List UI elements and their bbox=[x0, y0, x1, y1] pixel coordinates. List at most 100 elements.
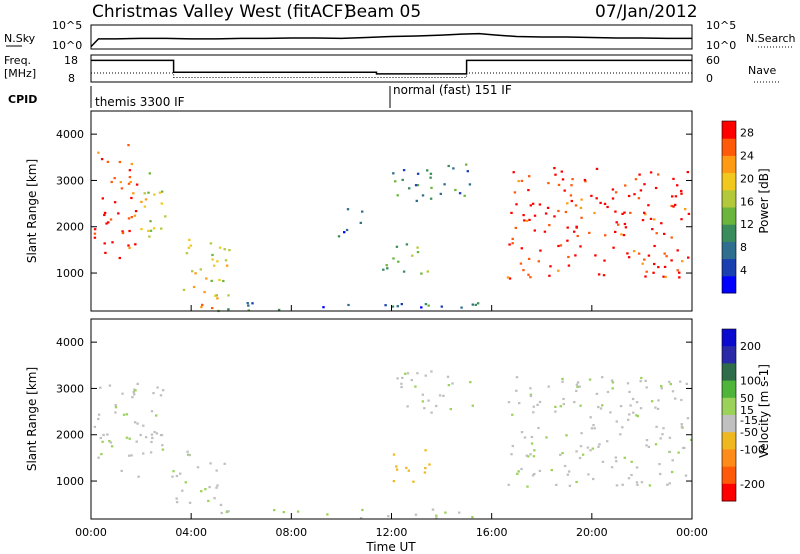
data-cell-5 bbox=[589, 416, 592, 419]
power-data-layer bbox=[93, 144, 691, 313]
data-cell-0 bbox=[101, 440, 104, 443]
nave-tick-top: 60 bbox=[706, 54, 720, 67]
data-cell-5 bbox=[561, 377, 564, 380]
data-cell-5 bbox=[581, 453, 585, 456]
data-cell-5 bbox=[576, 385, 579, 388]
data-cell-8 bbox=[511, 237, 514, 240]
data-cell-8 bbox=[643, 258, 646, 261]
colorbar-swatch bbox=[722, 346, 736, 364]
data-cell-5 bbox=[533, 472, 536, 476]
velocity-panel: 1000 2000 3000 4000 Slant Range [km] 200 100… bbox=[25, 305, 771, 554]
data-cell-5 bbox=[636, 415, 639, 418]
data-cell-8 bbox=[647, 204, 650, 207]
freq-tick-bottom: 8 bbox=[68, 72, 75, 85]
data-cell-3 bbox=[201, 303, 204, 306]
data-cell-5 bbox=[611, 381, 615, 384]
data-cell-1 bbox=[207, 499, 210, 503]
data-cell-8 bbox=[574, 204, 578, 207]
noise-tick-right-bottom: 10^0 bbox=[706, 39, 736, 52]
data-cell-8 bbox=[553, 215, 556, 218]
data-cell-7 bbox=[408, 187, 411, 190]
data-cell-8 bbox=[654, 186, 658, 190]
data-cell-8 bbox=[680, 218, 683, 221]
data-cell-3 bbox=[216, 297, 219, 300]
power-colorbar: 4 8 12 16 20 24 28 bbox=[721, 120, 754, 294]
data-cell-5 bbox=[518, 402, 521, 405]
data-cell-0 bbox=[162, 389, 165, 392]
data-cell-8 bbox=[633, 193, 636, 196]
data-cell-5 bbox=[659, 437, 662, 440]
data-cell-0 bbox=[121, 230, 124, 233]
data-cell-5 bbox=[635, 466, 639, 469]
data-cell-5 bbox=[601, 460, 605, 463]
data-cell-5 bbox=[566, 473, 569, 476]
data-cell-8 bbox=[672, 205, 675, 208]
data-cell-7 bbox=[465, 163, 468, 166]
data-cell-5 bbox=[660, 385, 663, 388]
data-cell-0 bbox=[100, 158, 104, 161]
data-cell-5 bbox=[575, 450, 578, 453]
data-cell-0 bbox=[102, 433, 105, 437]
data-cell-5 bbox=[661, 433, 664, 436]
data-cell-1 bbox=[186, 450, 189, 453]
data-cell-1 bbox=[148, 172, 151, 175]
data-cell-5 bbox=[658, 463, 661, 466]
data-cell-8 bbox=[663, 265, 667, 268]
cpid-mode-1: themis 3300 IF bbox=[95, 95, 185, 109]
data-cell-8 bbox=[517, 180, 520, 183]
data-cell-4 bbox=[322, 306, 325, 309]
power-panel: 1000 2000 3000 4000 Slant Range [km] 4 8 12 16… bbox=[25, 110, 771, 313]
data-cell-0 bbox=[137, 475, 140, 478]
colorbar-swatch bbox=[722, 172, 736, 191]
data-cell-7 bbox=[415, 199, 418, 202]
data-cell-1 bbox=[148, 235, 151, 238]
colorbar-swatch bbox=[722, 121, 736, 139]
data-cell-1 bbox=[149, 220, 152, 223]
data-cell-5 bbox=[640, 481, 644, 484]
data-cell-0 bbox=[142, 452, 145, 455]
data-cell-4 bbox=[227, 308, 230, 311]
data-cell-6 bbox=[395, 245, 399, 248]
data-cell-4 bbox=[414, 385, 417, 388]
data-cell-8 bbox=[594, 254, 597, 257]
y-tick-label: 1000 bbox=[56, 475, 84, 488]
data-cell-4 bbox=[247, 304, 250, 307]
data-cell-0 bbox=[128, 229, 131, 233]
data-cell-5 bbox=[592, 477, 595, 481]
data-cell-8 bbox=[680, 189, 683, 193]
velocity-data-layer bbox=[93, 370, 693, 520]
data-cell-0 bbox=[132, 192, 135, 195]
date-label: 07/Jan/2012 bbox=[595, 2, 698, 22]
data-cell-5 bbox=[561, 452, 564, 455]
data-cell-8 bbox=[576, 234, 579, 238]
data-cell-5 bbox=[621, 483, 624, 486]
data-cell-2 bbox=[213, 264, 216, 267]
colorbar-tick-label: -100 bbox=[740, 443, 765, 456]
data-cell-7 bbox=[426, 169, 429, 172]
data-cell-5 bbox=[629, 404, 632, 407]
data-cell-6 bbox=[382, 268, 385, 271]
data-cell-0 bbox=[118, 160, 122, 164]
data-cell-5 bbox=[597, 445, 600, 448]
data-cell-0 bbox=[97, 456, 100, 459]
data-cell-5 bbox=[686, 417, 690, 420]
data-cell-5 bbox=[575, 389, 578, 392]
data-cell-8 bbox=[653, 262, 656, 266]
data-cell-5 bbox=[591, 447, 594, 450]
data-cell-1 bbox=[200, 490, 203, 493]
data-cell-5 bbox=[589, 449, 592, 452]
data-cell-4 bbox=[416, 372, 419, 375]
data-cell-5 bbox=[662, 427, 665, 430]
data-cell-2 bbox=[296, 510, 300, 513]
data-cell-0 bbox=[99, 386, 102, 389]
data-cell-3 bbox=[407, 469, 410, 472]
data-cell-0 bbox=[128, 176, 132, 179]
data-cell-0 bbox=[152, 392, 155, 395]
data-cell-5 bbox=[510, 453, 513, 456]
data-cell-8 bbox=[595, 197, 598, 200]
data-cell-1 bbox=[149, 229, 153, 232]
data-cell-7 bbox=[439, 192, 442, 195]
data-cell-8 bbox=[627, 256, 631, 259]
data-cell-7 bbox=[394, 180, 397, 183]
data-cell-5 bbox=[532, 455, 536, 458]
